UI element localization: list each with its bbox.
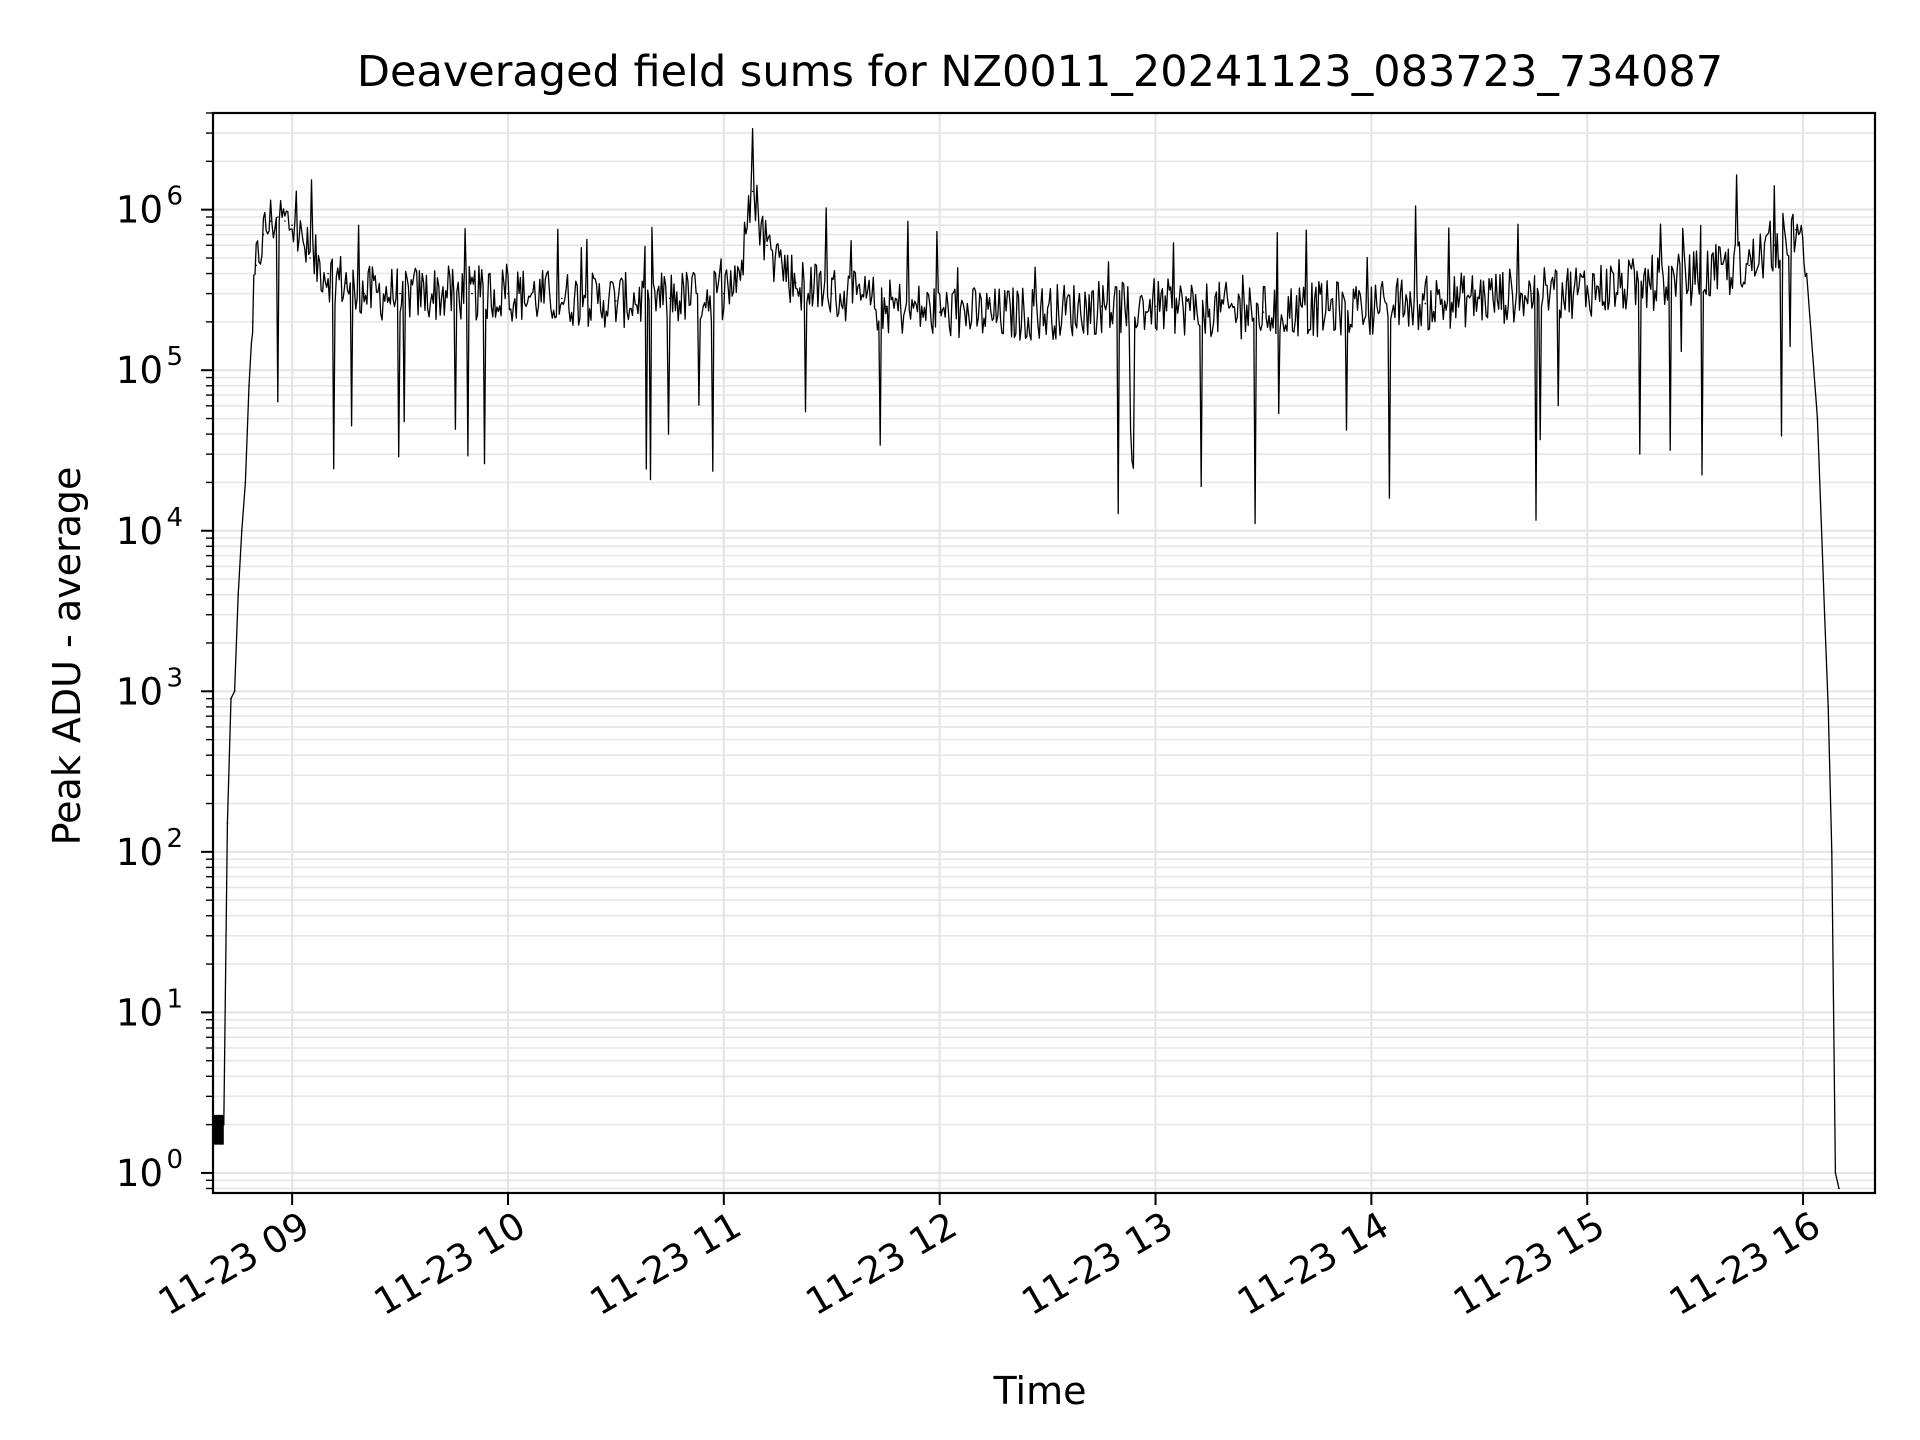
series-point [1424,302,1427,305]
plot-frame [211,111,1877,1195]
series-point [276,216,279,218]
x-axis-label: Time [993,1369,1087,1413]
series-point [1823,613,1826,616]
y-tick-exponent: 6 [166,182,183,212]
series-point [1838,1187,1840,1190]
y-tick-base: 10 [116,670,163,713]
y-tick-base: 10 [116,991,163,1034]
series-point [1640,284,1642,286]
series-point [1816,417,1819,420]
series-point [741,264,743,267]
series-point [1748,264,1750,267]
series-point [269,220,272,222]
series-layer [212,127,1840,1190]
y-tick-label: 10 [116,670,163,713]
series-point [284,220,286,222]
series-point [363,292,365,295]
series-line [213,127,1840,1189]
y-tick-exponent: 4 [166,503,183,533]
y-tick-label: 10 [116,831,163,874]
series-point [1827,706,1830,708]
series-point [1100,305,1103,308]
series-point [233,690,236,693]
y-tick-base: 10 [116,510,163,553]
y-tick-exponent: 0 [166,1145,183,1175]
y-tick-label: 10 [116,189,163,232]
series-point [237,593,239,596]
grid-layer [213,112,1875,1193]
series-point [255,264,257,267]
y-tick-exponent: 3 [166,663,183,693]
series-point [471,292,473,295]
y-axis-label: Peak ADU - average [45,467,89,846]
series-point [561,297,563,300]
series-point [1154,305,1157,308]
series-point [766,244,768,247]
series-point [435,292,437,295]
chart-title: Deaveraged field sums for NZ0011_2024112… [357,47,1723,97]
series-point [1208,308,1211,310]
y-tick-exponent: 2 [166,824,183,854]
series-point [1586,288,1589,290]
series-point [1478,297,1481,300]
y-tick-base: 10 [116,1152,163,1195]
series-point [992,314,995,317]
series-point [1694,276,1696,278]
y-tick-exponent: 5 [166,342,183,372]
series-point [830,292,833,295]
series-point [1795,228,1797,231]
y-tick-base: 10 [116,831,163,874]
series-point [615,300,617,302]
series-point [248,384,250,387]
series-point [262,233,265,236]
y-tick-base: 10 [116,349,163,392]
y-tick-label: 10 [116,1152,163,1195]
series-point [345,282,347,284]
series-point [1834,1172,1837,1174]
series-point [251,321,254,323]
series-point [1805,272,1808,275]
y-tick-label: 10 [116,349,163,392]
series-start-block [213,1114,224,1145]
y-tick-label: 10 [116,510,163,553]
series-point [399,292,401,295]
series-point [244,481,247,484]
y-tick-base: 10 [116,189,163,232]
y-tick-label: 10 [116,991,163,1034]
series-point [1831,851,1833,853]
series-point [751,190,754,193]
series-point [230,697,232,700]
series-point [1532,292,1535,295]
series-point [240,529,243,532]
series-point [1316,308,1319,310]
series-point [327,272,329,275]
series-point [669,297,671,300]
series-point [884,305,887,308]
series-point [1773,244,1776,247]
series-point [723,292,725,295]
series-point [507,292,509,295]
series-point [794,282,797,284]
series-point [309,257,311,259]
series-point [226,822,229,825]
y-tick-exponent: 1 [166,984,183,1014]
series-point [938,311,941,313]
series-point [1370,305,1373,308]
series-point [1046,311,1049,313]
series-point [1262,311,1265,313]
series-point [291,224,293,227]
